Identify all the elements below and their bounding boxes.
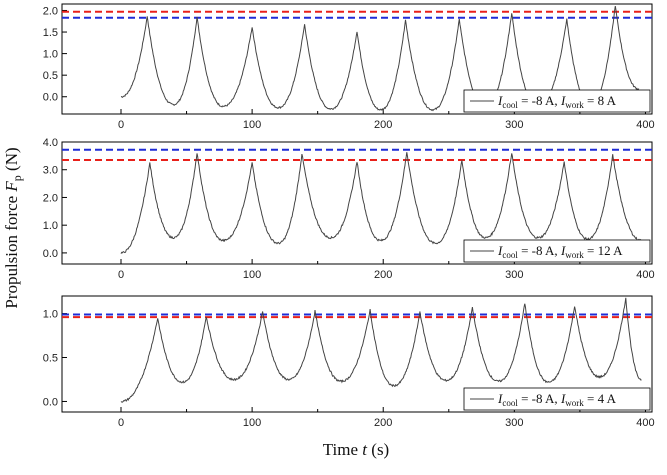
x-tick-label: 100 <box>243 119 261 131</box>
panel-1: 2.0 1.5 1.0 0.5 0.0 0 100 200 300 400 Icool = -8 A… <box>43 3 655 131</box>
y-tick-label: 3.0 <box>43 165 58 177</box>
x-tick-label: 200 <box>374 417 392 429</box>
x-tick-label: 200 <box>374 119 392 131</box>
force-trace <box>120 152 642 254</box>
legend-label: Icool = -8 A, Iwork = 4 A <box>497 391 617 408</box>
x-tick-label: 200 <box>374 269 392 281</box>
y-tick-label: 1.5 <box>43 27 58 39</box>
x-tick-label: 0 <box>118 417 124 429</box>
plot-frame <box>61 3 653 115</box>
plot-frame <box>61 141 653 265</box>
y-tick-label: 0.0 <box>43 396 58 408</box>
legend-label: Icool = -8 A, Iwork = 8 A <box>497 93 617 110</box>
force-trace <box>120 6 640 112</box>
x-axis-label: Time t (s) <box>323 440 389 459</box>
y-tick-label: 0.0 <box>43 248 58 260</box>
x-tick-label: 300 <box>505 119 523 131</box>
chart-panels: 2.0 1.5 1.0 0.5 0.0 0 100 200 300 400 Icool = -8 A… <box>43 3 655 429</box>
plot-frame <box>61 295 653 413</box>
y-tick-label: 1.0 <box>43 220 58 232</box>
y-tick-label: 2.0 <box>43 5 58 17</box>
x-tick-label: 400 <box>636 417 654 429</box>
legend-box <box>463 387 651 411</box>
y-tick-label: 0.5 <box>43 70 58 82</box>
y-tick-label: 0.5 <box>43 353 58 365</box>
panel-2: 4.0 3.0 2.0 1.0 0.0 0 100 200 300 400 Icool = -8 A… <box>43 137 655 281</box>
y-tick-label: 1.0 <box>43 309 58 321</box>
y-tick-label: 0.0 <box>43 92 58 104</box>
x-tick-label: 0 <box>118 119 124 131</box>
panel-3: 1.0 0.5 0.0 0 100 200 300 400 Icool = -8 A, Iwor… <box>43 295 655 429</box>
x-tick-label: 400 <box>636 119 654 131</box>
x-tick-label: 100 <box>243 269 261 281</box>
y-tick-label: 2.0 <box>43 192 58 204</box>
x-tick-label: 300 <box>505 417 523 429</box>
y-tick-label: 4.0 <box>43 137 58 149</box>
x-tick-label: 100 <box>243 417 261 429</box>
y-tick-label: 1.0 <box>43 49 58 61</box>
x-tick-label: 400 <box>636 269 654 281</box>
x-tick-label: 0 <box>118 269 124 281</box>
force-trace <box>120 297 642 403</box>
legend-label: Icool = -8 A, Iwork = 12 A <box>497 243 623 260</box>
y-axis-label: Propulsion force Fp (N) <box>2 147 24 308</box>
x-tick-label: 300 <box>505 269 523 281</box>
legend-box <box>463 89 651 113</box>
legend-box <box>463 239 651 263</box>
